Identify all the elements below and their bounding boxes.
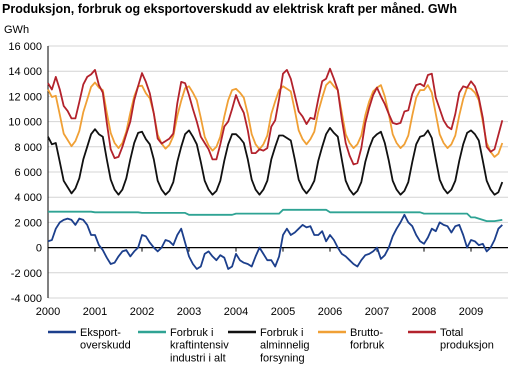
x-tick-label: 2001 [83,306,107,318]
legend-label: Forbruk i alminnelig forsyning [260,327,310,364]
series-line [47,213,503,270]
x-tick-label: 2003 [177,306,201,318]
x-tick-label: 2000 [36,306,60,318]
legend-label: Brutto-forbruk [350,327,385,352]
y-tick-label: -4 000 [11,293,42,305]
x-tick-label: 2006 [318,306,342,318]
legend-label: Eksport-overskudd [80,327,131,352]
y-tick-label: 14 000 [8,66,42,78]
y-tick-label: 0 [36,243,42,255]
legend-label: Total produksjon [440,327,494,352]
series-line [47,127,504,196]
x-tick-label: 2007 [365,306,389,318]
series-line [47,67,504,166]
y-tick-label: 16 000 [8,41,42,53]
y-tick-label: 6 000 [14,167,42,179]
y-tick-label: -2 000 [11,268,42,280]
legend-label: Forbruk i kraftintensiv industri i alt [170,327,229,364]
x-tick-label: 2005 [271,306,295,318]
x-tick-label: 2009 [459,306,483,318]
y-tick-label: 12 000 [8,91,42,103]
y-tick-label: 2 000 [14,217,42,229]
y-tick-label: 4 000 [14,192,42,204]
y-tick-label: 10 000 [8,117,42,129]
series-line [48,208,503,222]
x-tick-label: 2004 [224,306,248,318]
x-tick-label: 2002 [130,306,154,318]
y-tick-label: 8 000 [14,142,42,154]
chart-title: Produksjon, forbruk og eksportoverskudd … [2,2,457,16]
series-line [47,80,504,158]
y-axis-label: GWh [4,24,29,36]
x-tick-label: 2008 [412,306,436,318]
